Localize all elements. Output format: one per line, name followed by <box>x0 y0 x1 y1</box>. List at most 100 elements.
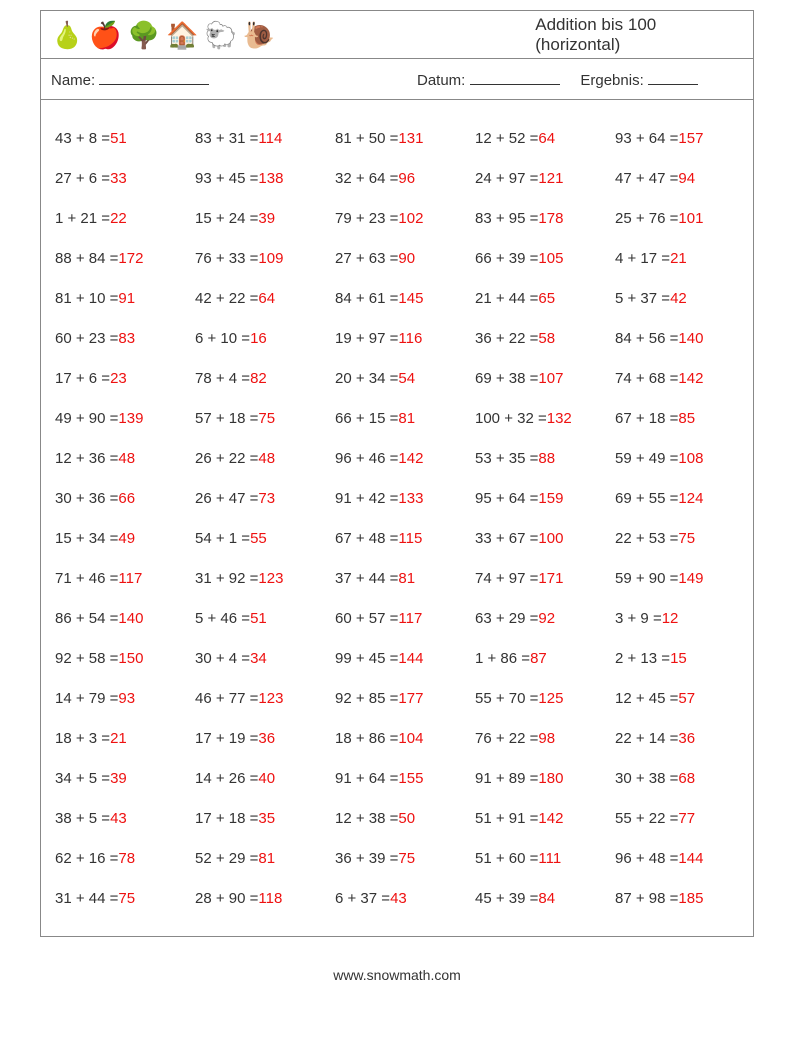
tree-icon: 🌳 <box>128 22 160 48</box>
problem-cell: 62 + 16 = 78 <box>49 838 185 878</box>
problem-expression: 18 + 86 = <box>335 730 398 747</box>
problem-cell: 69 + 55 = 124 <box>609 478 745 518</box>
problem-expression: 92 + 58 = <box>55 650 118 667</box>
problem-expression: 19 + 97 = <box>335 330 398 347</box>
problem-cell: 30 + 4 = 34 <box>189 638 325 678</box>
problem-answer: 155 <box>398 770 423 787</box>
problem-expression: 55 + 22 = <box>615 810 678 827</box>
problem-expression: 42 + 22 = <box>195 290 258 307</box>
problem-cell: 46 + 77 = 123 <box>189 678 325 718</box>
problem-cell: 100 + 32 = 132 <box>469 398 605 438</box>
problem-cell: 60 + 23 = 83 <box>49 318 185 358</box>
problem-answer: 109 <box>258 250 283 267</box>
problem-expression: 22 + 14 = <box>615 730 678 747</box>
problem-expression: 1 + 86 = <box>475 650 530 667</box>
problem-expression: 59 + 49 = <box>615 450 678 467</box>
problem-expression: 47 + 47 = <box>615 170 678 187</box>
meta-right: Datum: Ergebnis: <box>377 69 743 89</box>
problem-cell: 55 + 70 = 125 <box>469 678 605 718</box>
problem-expression: 66 + 39 = <box>475 250 538 267</box>
problem-answer: 15 <box>670 650 687 667</box>
problem-answer: 40 <box>258 770 275 787</box>
problem-cell: 78 + 4 = 82 <box>189 358 325 398</box>
problem-expression: 83 + 31 = <box>195 130 258 147</box>
problem-expression: 84 + 56 = <box>615 330 678 347</box>
problem-answer: 39 <box>110 770 127 787</box>
problem-cell: 63 + 29 = 92 <box>469 598 605 638</box>
meta-left: Name: <box>51 69 377 89</box>
problem-cell: 47 + 47 = 94 <box>609 158 745 198</box>
problem-cell: 51 + 91 = 142 <box>469 798 605 838</box>
problem-cell: 67 + 18 = 85 <box>609 398 745 438</box>
problem-answer: 91 <box>118 290 135 307</box>
problem-cell: 84 + 56 = 140 <box>609 318 745 358</box>
problem-cell: 60 + 57 = 117 <box>329 598 465 638</box>
problem-cell: 74 + 97 = 171 <box>469 558 605 598</box>
problem-cell: 79 + 23 = 102 <box>329 198 465 238</box>
problems-grid: 43 + 8 = 5183 + 31 = 11481 + 50 = 13112 … <box>49 118 745 918</box>
problem-cell: 96 + 48 = 144 <box>609 838 745 878</box>
problem-answer: 75 <box>258 410 275 427</box>
problem-answer: 65 <box>538 290 555 307</box>
problem-cell: 12 + 36 = 48 <box>49 438 185 478</box>
problem-expression: 14 + 79 = <box>55 690 118 707</box>
problem-cell: 6 + 37 = 43 <box>329 878 465 918</box>
problem-answer: 81 <box>258 850 275 867</box>
problem-answer: 64 <box>258 290 275 307</box>
problem-cell: 76 + 22 = 98 <box>469 718 605 758</box>
problem-answer: 157 <box>678 130 703 147</box>
sheep-icon: 🐑 <box>205 22 237 48</box>
problem-cell: 45 + 39 = 84 <box>469 878 605 918</box>
problem-answer: 121 <box>538 170 563 187</box>
problem-cell: 27 + 6 = 33 <box>49 158 185 198</box>
problem-answer: 23 <box>110 370 127 387</box>
name-blank[interactable] <box>99 69 209 85</box>
problem-expression: 74 + 68 = <box>615 370 678 387</box>
problem-cell: 71 + 46 = 117 <box>49 558 185 598</box>
problem-expression: 31 + 44 = <box>55 890 118 907</box>
footer-link[interactable]: www.snowmath.com <box>40 967 754 983</box>
barn-icon: 🏠 <box>166 22 198 48</box>
pear-icon: 🍐 <box>51 22 83 48</box>
problem-answer: 39 <box>258 210 275 227</box>
problem-cell: 69 + 38 = 107 <box>469 358 605 398</box>
problem-answer: 51 <box>110 130 127 147</box>
problem-expression: 17 + 19 = <box>195 730 258 747</box>
problem-answer: 84 <box>538 890 555 907</box>
title-area: Addition bis 100 (horizontal) <box>275 15 743 55</box>
problem-expression: 99 + 45 = <box>335 650 398 667</box>
problem-expression: 30 + 4 = <box>195 650 250 667</box>
problem-cell: 32 + 64 = 96 <box>329 158 465 198</box>
problem-cell: 59 + 49 = 108 <box>609 438 745 478</box>
problem-expression: 18 + 3 = <box>55 730 110 747</box>
problem-cell: 91 + 89 = 180 <box>469 758 605 798</box>
problem-expression: 14 + 26 = <box>195 770 258 787</box>
problem-answer: 81 <box>398 570 415 587</box>
problem-cell: 59 + 90 = 149 <box>609 558 745 598</box>
problem-answer: 51 <box>250 610 267 627</box>
date-blank[interactable] <box>470 69 560 85</box>
apple-icon: 🍎 <box>89 22 121 48</box>
problem-expression: 96 + 48 = <box>615 850 678 867</box>
problem-cell: 88 + 84 = 172 <box>49 238 185 278</box>
problem-answer: 48 <box>258 450 275 467</box>
problem-expression: 62 + 16 = <box>55 850 118 867</box>
problem-cell: 3 + 9 = 12 <box>609 598 745 638</box>
problem-expression: 76 + 33 = <box>195 250 258 267</box>
problem-answer: 108 <box>678 450 703 467</box>
problem-answer: 111 <box>538 850 561 867</box>
result-blank[interactable] <box>648 69 698 85</box>
problem-answer: 87 <box>530 650 547 667</box>
problem-expression: 67 + 48 = <box>335 530 398 547</box>
meta-row: Name: Datum: Ergebnis: <box>40 58 754 99</box>
problem-cell: 15 + 24 = 39 <box>189 198 325 238</box>
problem-expression: 6 + 10 = <box>195 330 250 347</box>
problem-cell: 49 + 90 = 139 <box>49 398 185 438</box>
problem-expression: 81 + 50 = <box>335 130 398 147</box>
problem-answer: 100 <box>538 530 563 547</box>
problem-answer: 180 <box>538 770 563 787</box>
problem-expression: 28 + 90 = <box>195 890 258 907</box>
problem-expression: 12 + 45 = <box>615 690 678 707</box>
problem-answer: 73 <box>258 490 275 507</box>
problem-answer: 102 <box>398 210 423 227</box>
